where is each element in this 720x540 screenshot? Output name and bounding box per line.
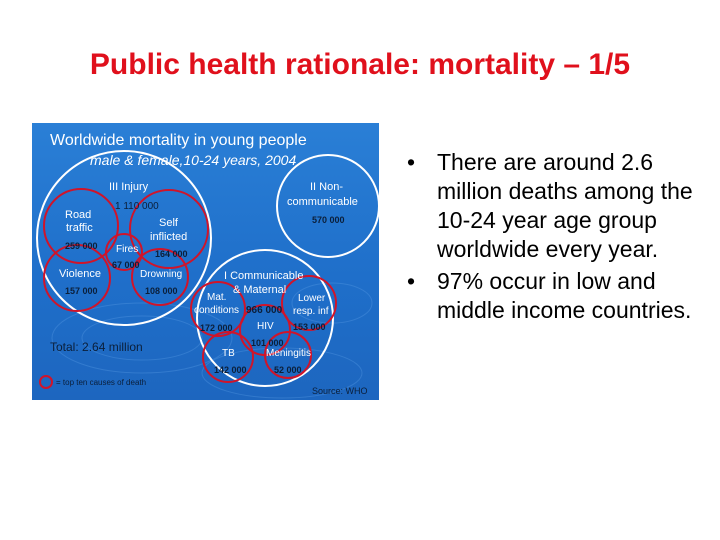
self-inflicted-label-line2: inflicted: [150, 231, 187, 243]
noncommunicable-label-line1: II Non-: [310, 181, 343, 193]
injury-label: III Injury: [109, 181, 149, 193]
noncommunicable-label-line2: communicable: [287, 196, 358, 208]
mat-conditions-label-line1: Mat.: [207, 292, 226, 303]
drowning-circle: [131, 248, 189, 306]
tb-label: TB: [222, 348, 235, 359]
tb-value: 142 000: [214, 365, 247, 375]
source-label: Source: WHO: [312, 386, 368, 396]
hiv-label: HIV: [257, 321, 274, 332]
lower-resp-circle: [281, 275, 337, 331]
self-inflicted-value: 164 000: [155, 249, 188, 259]
mortality-diagram: Worldwide mortality in young people male…: [32, 123, 379, 400]
slide-title: Public health rationale: mortality – 1/5: [89, 48, 631, 81]
mat-conditions-label-line2: conditions: [194, 305, 239, 316]
communicable-group-circle: [196, 249, 334, 387]
drowning-label: Drowning: [140, 269, 182, 280]
bullet-item: There are around 2.6 million deaths amon…: [404, 148, 704, 264]
mortality-diagram-svg: Worldwide mortality in young people male…: [36, 132, 379, 399]
total-label: Total: 2.64 million: [50, 340, 143, 354]
injury-group-circle: [36, 150, 212, 326]
fires-value: 67 000: [112, 260, 140, 270]
hiv-value: 101 000: [251, 338, 284, 348]
communicable-label-line2: & Maternal: [233, 284, 286, 296]
noncommunicable-value: 570 000: [312, 215, 345, 225]
meningitis-circle: [264, 331, 312, 379]
lower-resp-label-line2: resp. inf: [293, 306, 329, 317]
meningitis-value: 52 000: [274, 365, 302, 375]
drowning-value: 108 000: [145, 286, 178, 296]
road-traffic-circle: [43, 188, 119, 264]
tb-circle: [202, 331, 254, 383]
violence-label: Violence: [59, 268, 101, 280]
mat-conditions-value: 172 000: [200, 323, 233, 333]
road-traffic-label-line2: traffic: [66, 222, 93, 234]
lower-resp-value: 153 000: [293, 322, 326, 332]
meningitis-label: Meningitis: [266, 348, 311, 359]
bullet-item: 97% occur in low and middle income count…: [404, 267, 704, 325]
injury-value: 1 110 000: [115, 201, 159, 212]
fires-circle: [105, 233, 143, 271]
communicable-label-line1: I Communicable: [224, 270, 303, 282]
self-inflicted-circle: [129, 189, 209, 269]
lower-resp-label-line1: Lower: [298, 293, 326, 304]
self-inflicted-label-line1: Self: [159, 217, 179, 229]
legend-red-circle-icon: [39, 375, 53, 389]
bullet-list: There are around 2.6 million deaths amon…: [404, 148, 704, 328]
violence-value: 157 000: [65, 286, 98, 296]
violence-circle: [43, 244, 111, 312]
diagram-subtitle: male & female,10-24 years, 2004: [90, 152, 296, 168]
legend-text: = top ten causes of death: [56, 378, 146, 387]
road-traffic-value: 259 000: [65, 241, 98, 251]
diagram-title: Worldwide mortality in young people: [50, 132, 307, 149]
fires-label: Fires: [116, 244, 138, 255]
noncommunicable-group-circle: [276, 154, 379, 258]
communicable-value: 966 000: [246, 305, 283, 316]
road-traffic-label-line1: Road: [65, 209, 91, 221]
mat-conditions-circle: [190, 281, 246, 337]
